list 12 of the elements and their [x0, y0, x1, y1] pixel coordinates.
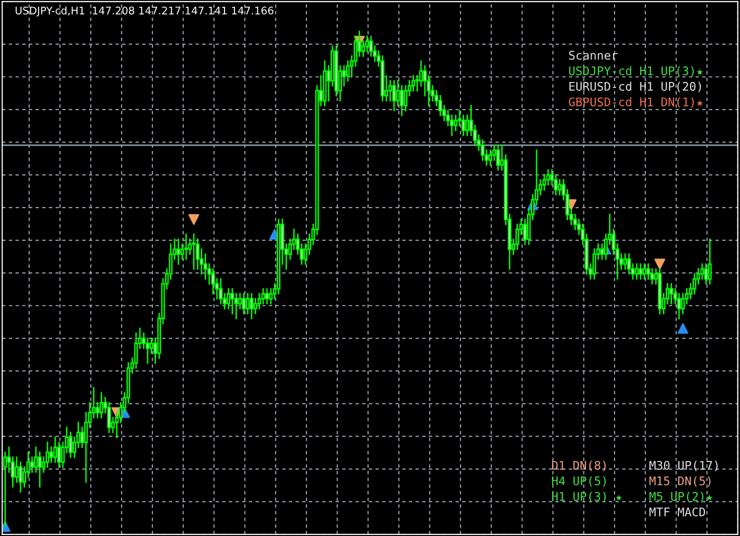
annotation: H1 UP(3) ★	[552, 492, 622, 502]
annotation: H4 UP(5)	[552, 476, 606, 487]
annotation: GBPUSD-cd H1 DN(1)★	[568, 97, 704, 108]
annotation: Scanner	[569, 50, 618, 60]
chart-title: USDJPY-cd,H1 147.208 147.217 147.141 147.166	[16, 6, 274, 16]
annotation: M5 UP(2)★	[649, 492, 713, 502]
annotation: USDJPY-cd H1 UP(3)★	[569, 66, 704, 77]
annotation: M30 UP(17)	[649, 460, 718, 472]
annotation: M15 DN(5)	[649, 476, 710, 487]
annotation: D1 DN(8)	[552, 460, 606, 472]
annotation: EURUSD-cd H1 UP(20)	[569, 82, 701, 92]
annotation: MTF MACD	[649, 507, 706, 516]
